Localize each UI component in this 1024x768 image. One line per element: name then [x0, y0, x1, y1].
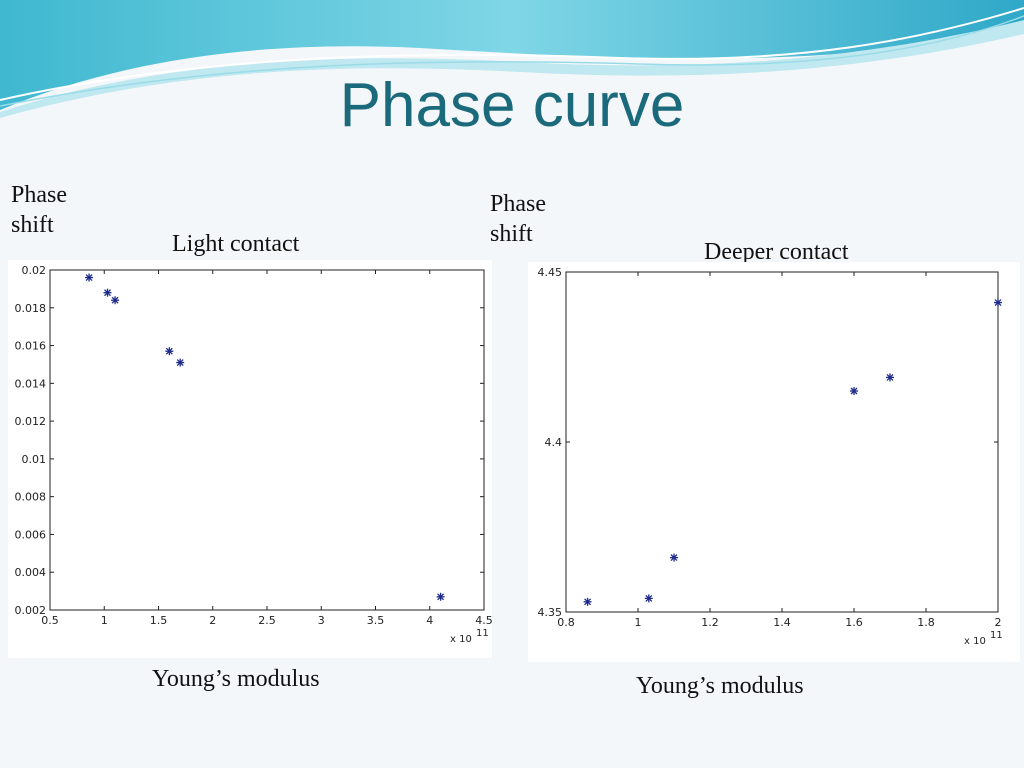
y-tick-label: 4.45	[538, 266, 563, 279]
y-tick-label: 0.008	[15, 491, 47, 504]
x-tick-label: 1.2	[701, 616, 719, 629]
y-tick-label: 0.018	[15, 302, 47, 315]
x-tick-label: 0.5	[41, 614, 59, 627]
data-point	[583, 597, 592, 606]
left-scatter-chart: 0.5 1 1.5 2 2.5 3 3.5 4 4.5 0.002 0.004 0.006 0.008 0…	[15, 264, 493, 645]
x-tick-label: 4	[426, 614, 433, 627]
y-tick-label: 0.02	[22, 264, 47, 277]
y-tick-label: 0.01	[22, 453, 47, 466]
data-point	[886, 373, 894, 382]
right-y-axis-label: Phase shift	[490, 191, 546, 247]
data-point	[111, 296, 120, 305]
x-tick-label: 1.6	[845, 616, 863, 629]
y-tick-label: 0.006	[15, 528, 47, 541]
x-tick-label: 2.5	[258, 614, 276, 627]
x-tick-label: 1.4	[773, 616, 791, 629]
data-point	[644, 594, 653, 603]
slide-title: Phase curve	[339, 71, 685, 140]
data-point	[103, 288, 112, 297]
left-chart-panel: 0.5 1 1.5 2 2.5 3 3.5 4 4.5 0.002 0.004 0.006 0.008 0…	[8, 260, 492, 658]
y-tick-label: 0.012	[15, 415, 47, 428]
data-point	[994, 298, 1002, 307]
y-tick-label: 0.014	[15, 377, 47, 390]
left-x-axis-label: Young’s modulus	[152, 666, 320, 692]
plot-frame	[565, 271, 999, 613]
y-tick-label: 0.016	[15, 340, 47, 353]
x-tick-label: 2	[209, 614, 216, 627]
y-tick-label: 0.004	[15, 566, 47, 579]
x-axis-exponent-power: 11	[476, 628, 489, 639]
x-tick-label: 2	[995, 616, 1002, 629]
right-x-axis-label: Young’s modulus	[636, 673, 804, 699]
plot-frame	[49, 269, 485, 611]
x-tick-label: 1.5	[150, 614, 168, 627]
data-point	[850, 387, 858, 395]
data-point	[165, 347, 174, 356]
data-point	[436, 592, 445, 601]
right-scatter-chart: 0.8 1 1.2 1.4 1.6 1.8 2 4.35 4.4 4.45 x 10 11	[538, 266, 1003, 647]
data-point	[670, 553, 678, 562]
x-axis-exponent: x 10	[450, 634, 472, 645]
x-tick-label: 1	[101, 614, 108, 627]
x-tick-label: 0.8	[557, 616, 575, 629]
y-tick-label: 0.002	[15, 604, 47, 617]
right-chart-subtitle: Deeper contact	[704, 239, 849, 265]
y-tick-label: 4.4	[545, 436, 563, 449]
data-point	[85, 273, 94, 282]
x-tick-label: 4.5	[475, 614, 492, 627]
data-point	[176, 358, 185, 367]
left-y-axis-label: Phase shift	[11, 182, 67, 238]
x-tick-label: 1.8	[917, 616, 935, 629]
x-tick-label: 3	[318, 614, 325, 627]
x-axis-exponent: x 10	[964, 636, 986, 647]
right-chart-panel: 0.8 1 1.2 1.4 1.6 1.8 2 4.35 4.4 4.45 x 10 11	[528, 262, 1020, 662]
decorative-wave-banner	[0, 0, 1024, 118]
x-axis-exponent-power: 11	[990, 630, 1003, 641]
x-tick-label: 1	[635, 616, 642, 629]
y-tick-label: 4.35	[538, 606, 563, 619]
x-tick-label: 3.5	[367, 614, 385, 627]
left-chart-subtitle: Light contact	[172, 231, 300, 257]
